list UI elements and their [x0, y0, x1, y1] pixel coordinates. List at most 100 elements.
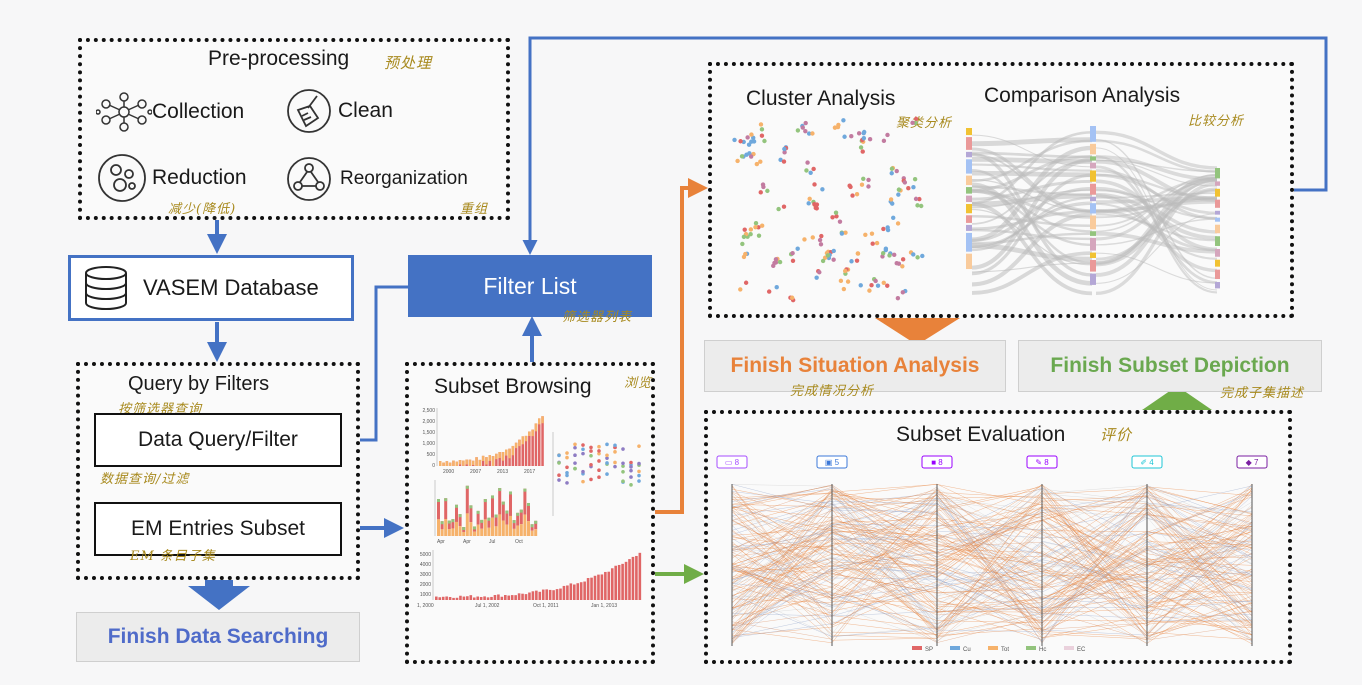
cluster-node: [896, 187, 902, 192]
chart-a-ytick: 1,500: [422, 430, 435, 436]
cluster-node: [856, 131, 862, 136]
chart-d-bar: [621, 563, 624, 600]
chart-d-xtick: Oct 1, 2011: [533, 603, 559, 609]
arrow-filterlist-to-query: [343, 285, 408, 448]
cluster-node: [776, 206, 781, 212]
finish-situation-note: 完成情况分析: [790, 384, 875, 399]
cluster-node: [860, 149, 865, 154]
chart-b-point: [581, 479, 585, 484]
chart-d-bar: [455, 597, 459, 600]
cluster-node: [759, 127, 765, 132]
pc-polyline: [731, 512, 1253, 642]
parallel-coordinates: ▭ 8 ▣ 5 ■ 8 ✎ 8 ✐ 4 ◆ 7 SP Cu Tot Hc EC: [716, 455, 1268, 653]
cluster-node: [896, 192, 901, 197]
sankey-link: [1095, 139, 1218, 173]
pc-polyline: [731, 486, 1253, 578]
pc-polyline: [731, 540, 1253, 613]
cluster-node: [834, 214, 839, 219]
pc-axis-tag-label: ▣ 5: [825, 458, 840, 467]
chart-c-bar: [437, 499, 440, 520]
chart-b-point: [621, 447, 625, 451]
chart-b-point: [597, 468, 601, 473]
pc-polyline: [731, 506, 1253, 620]
chart-b-point: [589, 477, 593, 482]
cluster-node: [855, 251, 861, 256]
pc-polyline: [731, 483, 1253, 619]
cluster-node: [835, 124, 841, 130]
chart-c-bar: [440, 521, 444, 530]
cluster-node: [738, 287, 743, 292]
pc-legend-swatch: [950, 646, 960, 650]
chart-c-bar: [494, 514, 498, 518]
cluster-node: [807, 196, 812, 201]
pc-legend-swatch: [988, 646, 998, 650]
chart-a-xtick: 2000: [443, 469, 454, 475]
chart-a-bar-top: [541, 416, 544, 424]
chart-b-point: [589, 453, 593, 458]
reduction-note: 减少(降低): [168, 202, 237, 217]
cluster-node: [841, 118, 846, 123]
chart-b-point: [565, 451, 569, 455]
chart-b-point: [613, 450, 617, 454]
arrow-browsing-to-cluster: [655, 178, 708, 514]
chart-d-xtick: Jul 1, 2002: [475, 603, 500, 609]
chart-c-bar: [505, 524, 509, 536]
cluster-node: [808, 170, 813, 175]
chart-c-bar: [523, 488, 527, 492]
sankey-link: [971, 130, 1093, 205]
chart-c-bar: [519, 509, 523, 525]
chart-d-bar: [441, 596, 445, 600]
chart-a-bar-top: [452, 460, 455, 466]
sankey-node-middle: [1090, 273, 1096, 285]
pc-polyline: [731, 535, 1253, 644]
chart-d-bar: [555, 589, 559, 600]
cluster-node: [805, 160, 810, 165]
sankey-node-middle: [1090, 170, 1096, 182]
pc-polyline: [731, 516, 1253, 642]
pc-polyline: [731, 485, 1253, 614]
cluster-node: [806, 131, 812, 136]
chart-c-bar: [505, 510, 509, 525]
cluster-node: [881, 280, 886, 286]
cluster-node: [817, 237, 823, 243]
em-subset-box[interactable]: EM Entries Subset: [94, 502, 342, 556]
chart-a-bar: [518, 439, 521, 466]
chart-a-bar-top: [491, 456, 495, 466]
chart-a-bar-top: [518, 439, 521, 447]
chart-a-bar-top: [498, 452, 501, 458]
chart-d-bar: [583, 581, 586, 600]
chart-b-point: [589, 449, 593, 453]
chart-b-point: [573, 445, 577, 450]
sankey-link: [971, 232, 1093, 245]
cluster-node: [847, 183, 852, 188]
cluster-node: [753, 224, 758, 230]
chart-c-bar: [447, 520, 451, 524]
cluster-node: [806, 201, 811, 206]
chart-c-xtick: Oct: [515, 539, 523, 545]
cluster-node: [912, 176, 918, 182]
pc-polyline: [731, 485, 1253, 632]
cluster-node: [759, 223, 765, 228]
cluster-node: [756, 233, 762, 238]
chart-d-bar: [521, 593, 524, 600]
chart-b-point: [557, 473, 561, 478]
chart-d-ytick: 3000: [420, 572, 431, 578]
chart-d-bar: [500, 596, 504, 600]
pc-polyline: [731, 533, 1253, 628]
sankey-link: [1095, 186, 1218, 234]
arrow-loop-to-filterlist: [522, 36, 1328, 255]
em-subset-note: EM 条目子集: [130, 549, 216, 564]
chart-a-bar-top: [511, 445, 515, 456]
chart-b-point: [565, 465, 569, 470]
cluster-node: [867, 137, 873, 142]
pc-polyline: [731, 485, 1253, 620]
chart-c-bar: [498, 488, 502, 515]
data-query-box[interactable]: Data Query/Filter: [94, 413, 342, 467]
chart-b-point: [589, 462, 593, 467]
sankey-node-right: [1215, 224, 1220, 234]
chart-c-bar: [465, 513, 469, 536]
sankey-link: [971, 193, 1093, 207]
chart-d-bar: [490, 596, 493, 600]
sankey-link: [971, 152, 1093, 277]
cluster-node: [758, 122, 764, 127]
